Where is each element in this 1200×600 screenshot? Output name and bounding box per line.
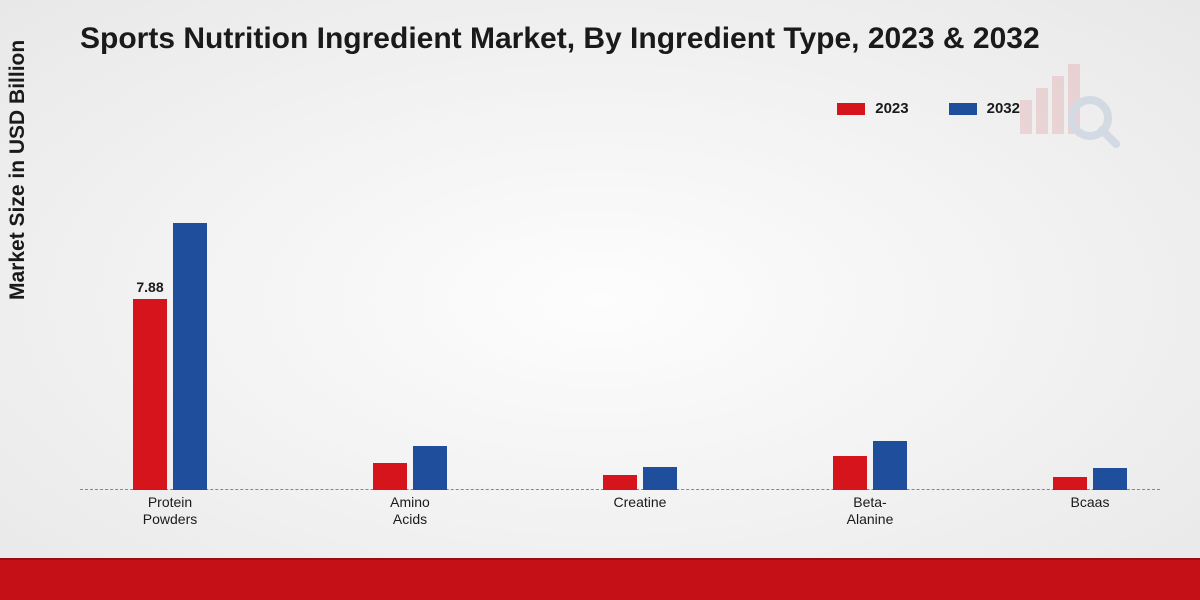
bar bbox=[1053, 477, 1087, 490]
bar-group bbox=[1053, 468, 1127, 490]
y-axis-label: Market Size in USD Billion bbox=[6, 40, 30, 300]
legend-label-2032: 2032 bbox=[987, 100, 1020, 117]
bar bbox=[373, 463, 407, 490]
bar bbox=[833, 456, 867, 490]
legend-label-2023: 2023 bbox=[875, 100, 908, 117]
chart-title: Sports Nutrition Ingredient Market, By I… bbox=[80, 22, 1040, 56]
legend-swatch-2023 bbox=[837, 103, 865, 115]
x-axis-category-label: AminoAcids bbox=[390, 494, 430, 528]
legend-swatch-2032 bbox=[949, 103, 977, 115]
bar bbox=[413, 446, 447, 490]
x-axis-category-label: Creatine bbox=[614, 494, 667, 511]
bar bbox=[1093, 468, 1127, 490]
bottom-bar bbox=[0, 558, 1200, 600]
x-axis-category-label: ProteinPowders bbox=[143, 494, 197, 528]
bar bbox=[173, 223, 207, 490]
x-axis-category-label: Beta-Alanine bbox=[847, 494, 894, 528]
bar bbox=[603, 475, 637, 490]
legend-item-2032: 2032 bbox=[949, 100, 1020, 117]
x-axis-category-label: Bcaas bbox=[1071, 494, 1110, 511]
bar-value-label: 7.88 bbox=[136, 279, 163, 295]
bar-group bbox=[373, 446, 447, 490]
bar bbox=[873, 441, 907, 490]
watermark-logo bbox=[1010, 60, 1120, 155]
bar-group bbox=[833, 441, 907, 490]
bar-group bbox=[603, 467, 677, 490]
bar bbox=[643, 467, 677, 490]
legend: 2023 2032 bbox=[837, 100, 1020, 117]
bar-group: 7.88 bbox=[133, 223, 207, 490]
plot-area: 7.88 bbox=[80, 150, 1160, 490]
x-axis-labels: ProteinPowders AminoAcids Creatine Beta-Ala… bbox=[80, 494, 1160, 534]
legend-item-2023: 2023 bbox=[837, 100, 908, 117]
bar: 7.88 bbox=[133, 299, 167, 490]
